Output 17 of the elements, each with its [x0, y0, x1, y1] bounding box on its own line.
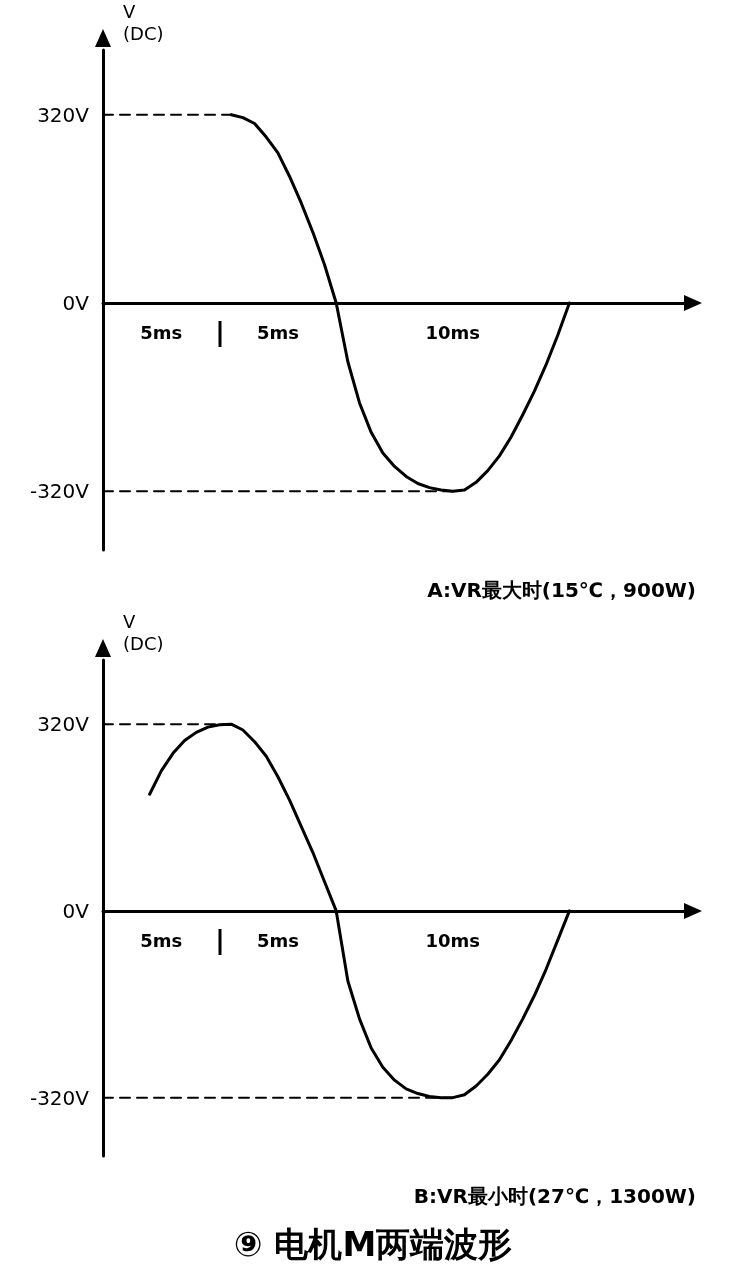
- y-tick-label: 0V: [62, 898, 90, 923]
- text: B:VR最小时(27℃，1300W): [413, 1184, 697, 1208]
- y-axis-title: V (DC): [123, 610, 164, 654]
- y-axis-title: V (DC): [123, 0, 164, 44]
- y-tick-label: 320V: [37, 102, 90, 127]
- y-tick-label: 320V: [37, 712, 90, 737]
- y-tick-label: -320V: [29, 479, 90, 504]
- annotation: 10ms: [425, 322, 481, 344]
- annotation: 10ms: [425, 930, 481, 952]
- annotation: 5ms: [140, 322, 183, 344]
- text: A:VR最大时(15℃，900W): [427, 578, 697, 602]
- text: ⑨ 电机M两端波形: [233, 1224, 513, 1264]
- annotation: 5ms: [140, 930, 183, 952]
- annotation: 5ms: [256, 322, 299, 344]
- y-tick-label: 0V: [62, 290, 90, 315]
- y-tick-label: -320V: [29, 1085, 90, 1110]
- annotation: 5ms: [256, 930, 299, 952]
